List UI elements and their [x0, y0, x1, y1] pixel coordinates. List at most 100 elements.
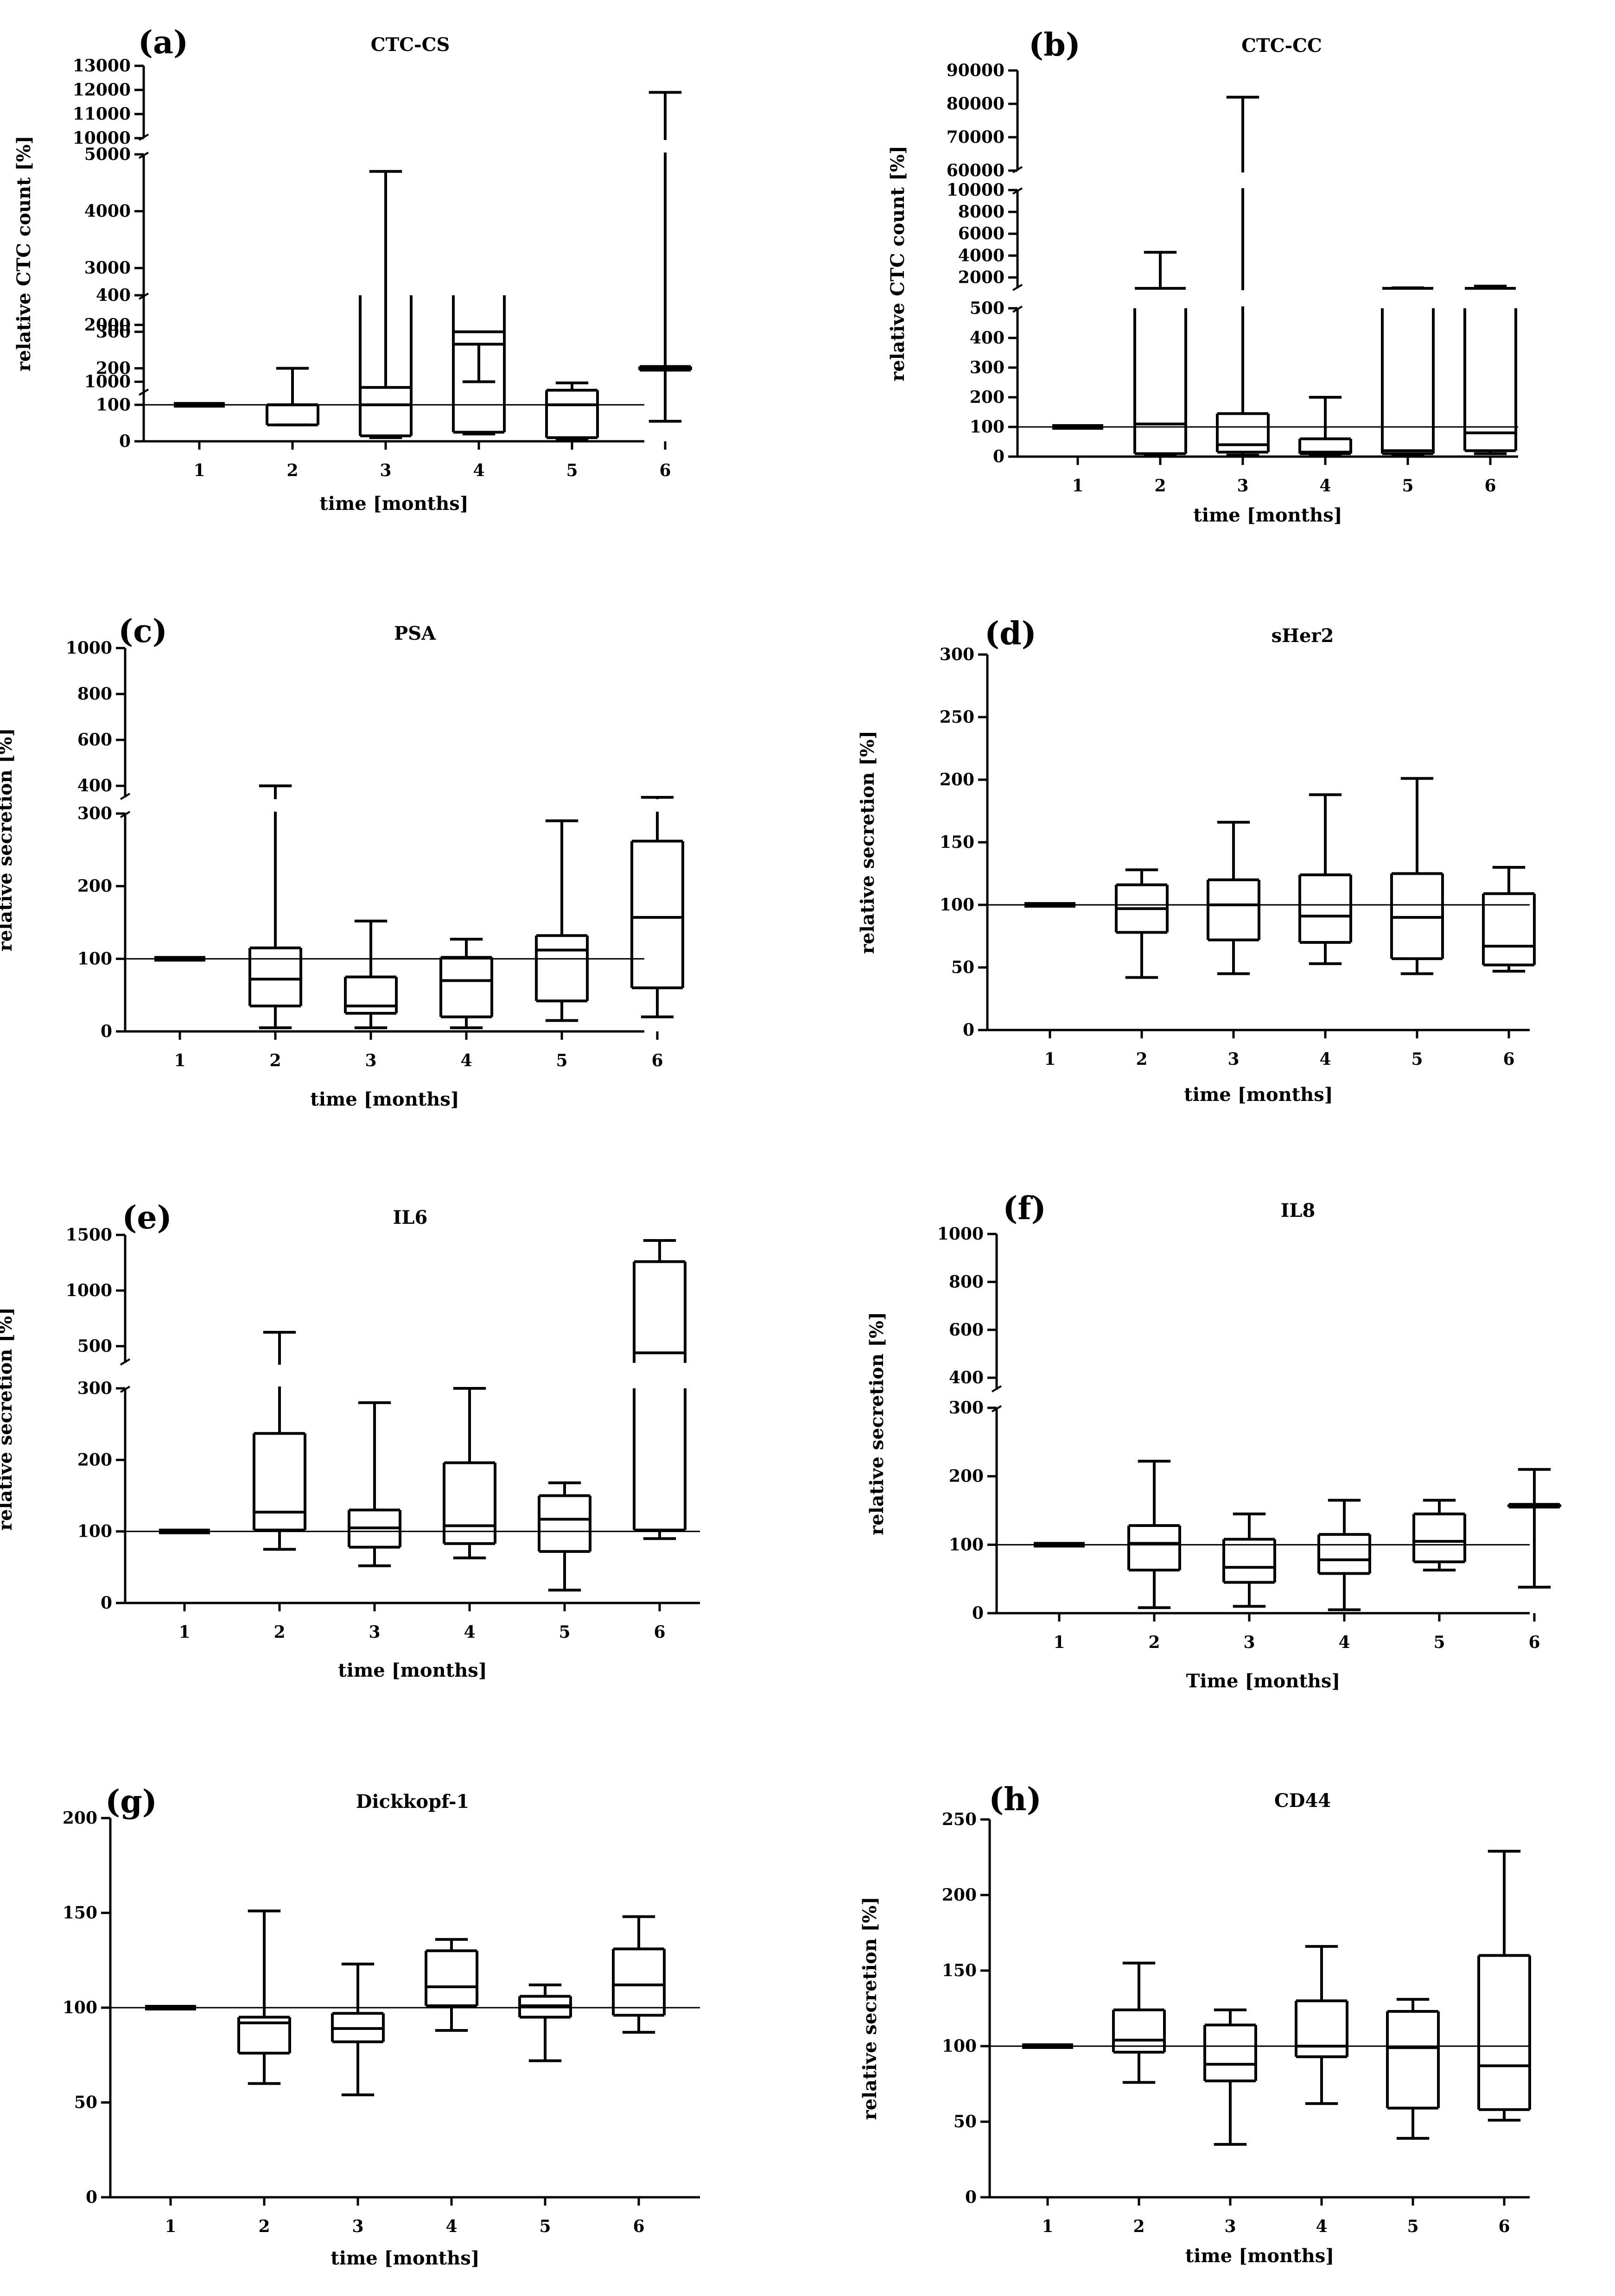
- x-axis-title: time [months]: [331, 2247, 479, 2269]
- y-tick-label: 300: [96, 322, 131, 342]
- x-tick-label: 3: [380, 461, 391, 480]
- box-plot-6: [612, 1915, 666, 2034]
- box-plot-5: [1380, 286, 1436, 457]
- y-tick-label: 200: [970, 388, 1005, 407]
- y-tick-label: 1000: [66, 1281, 112, 1300]
- x-tick-label: 1: [1053, 1633, 1065, 1652]
- box-plot-2: [1115, 868, 1169, 979]
- y-tick-label: 600: [77, 730, 112, 750]
- box-plot-5: [1412, 1499, 1466, 1571]
- x-tick-label: 4: [464, 1622, 475, 1642]
- axis-break-mark: [120, 1358, 131, 1366]
- y-tick-label: 0: [119, 432, 131, 451]
- box-median: [145, 2005, 196, 2010]
- y-tick-label: 200: [77, 877, 112, 896]
- y-tick-label: 4000: [84, 202, 131, 221]
- box-plot-5: [1390, 777, 1444, 975]
- x-axis-title: time [months]: [310, 1088, 459, 1110]
- x-tick-label: 3: [1243, 1633, 1255, 1652]
- box-plot-6: [1482, 866, 1536, 973]
- x-axis-title: Time [months]: [1186, 1670, 1341, 1692]
- x-axis-title: time [months]: [338, 1660, 487, 1681]
- chart-panel-e: (e) IL6 0 100 200 300 500 1000 1500 1 2 3 4 5 6 time [m…: [0, 1199, 700, 1681]
- chart-panel-d: (d) sHer2 0 50 100 150 200 250 300 1 2 3 4 5 6 time [mo…: [857, 615, 1536, 1106]
- x-tick-label: 2: [286, 461, 298, 480]
- y-axis-title: relative secretion [%]: [866, 1312, 888, 1535]
- x-tick-label: 3: [369, 1622, 380, 1642]
- box-plot-5: [535, 819, 589, 1022]
- box-plot-5: [518, 1983, 572, 2062]
- box-plot-6: [1507, 1468, 1561, 1589]
- box-plot-3: [331, 1962, 385, 2097]
- y-tick-label: 3000: [84, 258, 131, 278]
- box-median: [1022, 2043, 1073, 2049]
- axis-break-mark: [138, 134, 149, 141]
- x-tick-label: 6: [1498, 2217, 1510, 2236]
- chart-title: Dickkopf-1: [356, 1791, 470, 1813]
- y-tick-label: 10000: [73, 128, 131, 148]
- axis-gap: [629, 799, 686, 812]
- chart-title: IL6: [393, 1207, 428, 1228]
- box-plot-4: [439, 938, 493, 1030]
- y-tick-label: 300: [949, 1398, 984, 1418]
- y-tick-label: 0: [972, 1603, 984, 1623]
- y-tick-label: 300: [970, 358, 1005, 377]
- y-axis-title: relative secretion [%]: [0, 728, 16, 952]
- axis-gap: [1462, 290, 1519, 306]
- axis-break-mark: [138, 152, 149, 159]
- axis-break-mark: [120, 793, 131, 800]
- x-tick-label: 5: [566, 461, 578, 480]
- x-tick-label: 4: [1319, 476, 1331, 496]
- box-plot-2: [237, 1909, 291, 2085]
- axis-break-mark: [991, 1405, 1002, 1412]
- box-plot-4: [1298, 793, 1352, 965]
- y-tick-label: 100: [940, 895, 974, 915]
- box-plot-6: [1462, 285, 1519, 455]
- chart-title: IL8: [1281, 1200, 1316, 1221]
- y-tick-label: 500: [77, 1336, 112, 1356]
- box-median: [159, 1528, 210, 1534]
- chart-panel-h: (h) CD44 0 50 100 150 200 250 1 2 3 4 5 6 time [months…: [859, 1781, 1531, 2267]
- x-tick-label: 5: [1433, 1633, 1445, 1652]
- panel-letter: (a): [138, 24, 188, 61]
- box-plot-2: [247, 784, 304, 1030]
- x-tick-label: 3: [1224, 2217, 1236, 2236]
- box-plot-6: [629, 796, 686, 1018]
- chart-panel-f: (f) IL8 0 100 200 300 400 600 800 1000 1 2 3 4 5 6 Time …: [866, 1190, 1561, 1692]
- box-plot-3: [348, 1401, 401, 1567]
- box-plot-2: [1132, 251, 1189, 457]
- y-tick-label: 13000: [73, 56, 131, 76]
- y-tick-label: 250: [942, 1810, 977, 1829]
- x-tick-label: 1: [193, 461, 205, 480]
- x-tick-label: 1: [174, 1051, 185, 1070]
- y-tick-label: 400: [970, 328, 1005, 348]
- y-tick-label: 80000: [947, 94, 1005, 114]
- x-tick-label: 2: [1133, 2217, 1144, 2236]
- axis-break-mark: [991, 1385, 1002, 1393]
- box-plot-3: [344, 919, 398, 1030]
- x-tick-label: 2: [1148, 1633, 1160, 1652]
- box-plot-3: [1222, 1512, 1276, 1608]
- box-plot-2: [266, 367, 319, 426]
- box-plot-1: [154, 956, 205, 962]
- box-plot-3: [1203, 2008, 1257, 2146]
- box-plot-1: [1052, 424, 1103, 430]
- y-tick-label: 50: [954, 2112, 977, 2131]
- y-tick-label: 200: [940, 770, 974, 789]
- axis-gap: [631, 1365, 688, 1387]
- y-tick-label: 0: [86, 2188, 97, 2207]
- panel-letter: (h): [989, 1781, 1042, 1818]
- y-tick-label: 300: [940, 645, 974, 664]
- x-tick-label: 6: [654, 1622, 665, 1642]
- y-axis-title: relative secretion [%]: [0, 1896, 1, 2119]
- y-tick-label: 0: [993, 447, 1005, 466]
- x-tick-label: 6: [1503, 1049, 1514, 1069]
- chart-title: CTC-CS: [371, 34, 450, 56]
- y-tick-label: 11000: [73, 104, 131, 124]
- panel-letter: (d): [985, 615, 1036, 652]
- x-tick-label: 6: [1528, 1633, 1540, 1652]
- x-tick-label: 4: [473, 461, 484, 480]
- y-tick-label: 200: [942, 1885, 977, 1905]
- box-plot-4: [452, 295, 506, 436]
- box-plot-6: [631, 1239, 688, 1540]
